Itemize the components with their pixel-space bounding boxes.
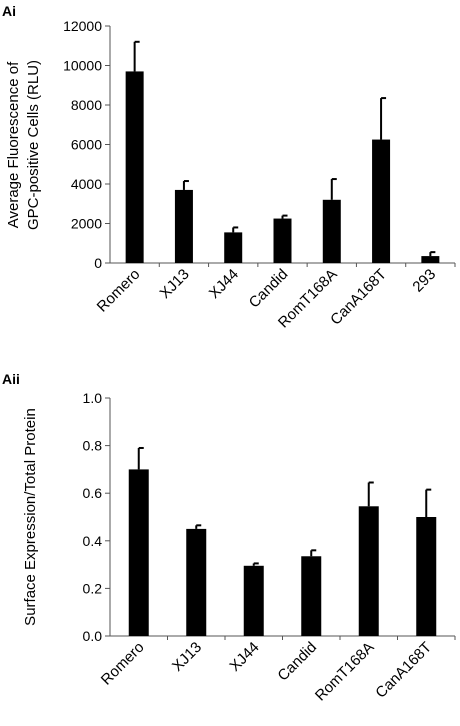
bar (174, 189, 193, 263)
category-label: RomT168A (312, 639, 378, 705)
category-label: CanA168T (372, 639, 435, 702)
bar (322, 199, 341, 263)
bar (421, 256, 440, 263)
category-label: 293 (409, 266, 439, 296)
y-tick-label: 0.8 (83, 438, 103, 454)
y-tick-label: 1.0 (83, 390, 103, 406)
y-tick-label: 0 (94, 255, 102, 271)
y-axis-title: GPC-positive Cells (RLU) (25, 60, 42, 230)
category-label: XJ13 (157, 266, 193, 302)
y-tick-label: 12000 (63, 18, 102, 34)
y-tick-label: 10000 (63, 58, 102, 74)
category-label: Romero (94, 266, 144, 316)
bar (125, 71, 144, 263)
category-label: Romero (98, 639, 148, 689)
chart-panel-aii: Aii 0.0 0.2 0.4 0.6 0.8 1.0 Surface Expression/… (2, 371, 456, 705)
y-tick-label: 0.0 (83, 628, 103, 644)
category-label: Candid (274, 639, 320, 685)
category-label: Candid (246, 266, 292, 312)
bar (416, 517, 437, 636)
y-axis-title: Surface Expression/Total Protein (22, 408, 39, 626)
bar (273, 218, 292, 263)
y-tick-label: 0.4 (83, 533, 103, 549)
category-label: XJ44 (226, 639, 262, 675)
y-tick-label: 2000 (71, 216, 102, 232)
category-label: XJ44 (206, 266, 242, 302)
panel-label: Ai (2, 3, 16, 19)
bar (301, 556, 322, 636)
bar (358, 506, 379, 636)
category-label: XJ13 (169, 639, 205, 675)
bar (224, 232, 243, 263)
y-tick-label: 4000 (71, 176, 102, 192)
chart-panel-ai: Ai 0 2000 4000 6000 8000 10000 12000 Average Flu… (2, 3, 456, 331)
bar (128, 469, 149, 636)
y-tick-label: 0.2 (83, 580, 103, 596)
y-axis-title: Average Fluorescence of (5, 61, 22, 228)
y-tick-label: 6000 (71, 137, 102, 153)
bar (243, 565, 264, 636)
y-tick-label: 8000 (71, 97, 102, 113)
y-tick-label: 0.6 (83, 485, 103, 501)
bar (372, 139, 391, 263)
panel-label: Aii (2, 371, 20, 387)
bar (186, 528, 207, 636)
